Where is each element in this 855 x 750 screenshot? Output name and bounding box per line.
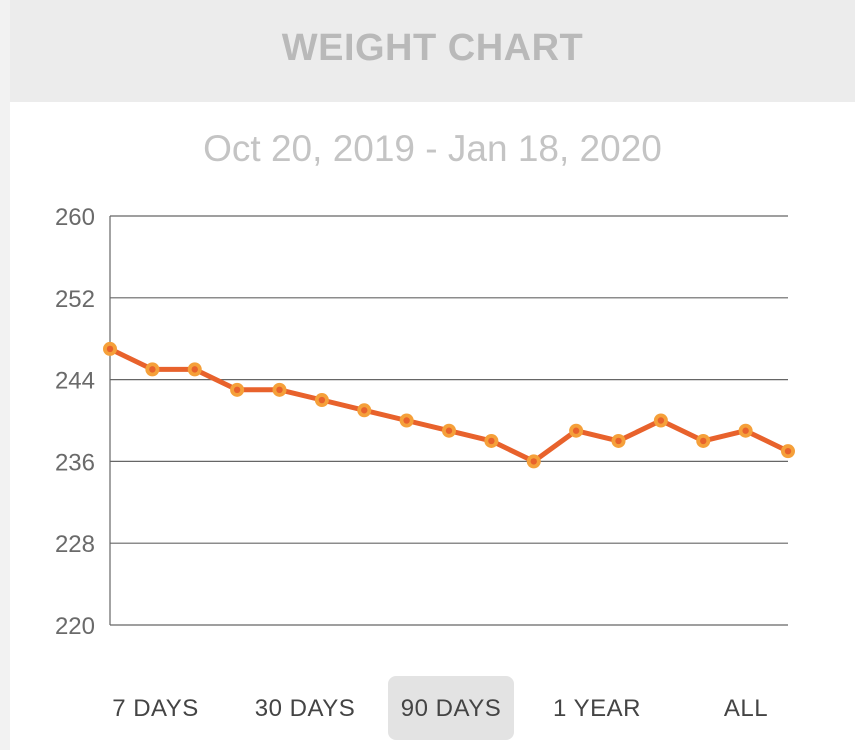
range-all-button[interactable]: ALL: [723, 695, 769, 722]
y-tick-label: 236: [55, 449, 95, 476]
data-point: [781, 444, 795, 459]
data-point: [526, 454, 541, 469]
chart-title: WEIGHT CHART: [281, 27, 584, 69]
data-point-center: [106, 345, 114, 353]
y-tick-label: 252: [55, 286, 95, 313]
data-point: [314, 393, 329, 408]
data-point: [569, 423, 584, 438]
data-point: [399, 413, 414, 428]
data-point: [103, 341, 117, 356]
y-tick-label: 228: [55, 531, 95, 558]
weight-line-chart: 220 228 236 244 252 260: [55, 204, 795, 640]
data-point-center: [657, 417, 665, 424]
data-point-center: [276, 386, 283, 394]
data-point: [611, 433, 626, 448]
weight-chart-card: WEIGHT CHART Oct 20, 2019 - Jan 18, 2020…: [10, 0, 855, 750]
range-7-days-button[interactable]: 7 DAYS: [112, 695, 199, 722]
data-point: [442, 423, 456, 438]
range-1-year-button[interactable]: 1 YEAR: [553, 695, 641, 722]
date-range-label: Oct 20, 2019 - Jan 18, 2020: [203, 128, 662, 169]
data-point-center: [615, 437, 622, 445]
chart-gridlines: [109, 215, 788, 626]
data-point-center: [403, 417, 410, 424]
data-point: [696, 433, 711, 448]
y-tick-label: 244: [55, 368, 95, 395]
data-point: [357, 403, 372, 418]
data-point-center: [742, 427, 749, 434]
data-point-center: [445, 427, 453, 434]
data-point: [187, 362, 202, 377]
data-point-center: [191, 366, 198, 373]
weight-series-line: [108, 346, 790, 464]
y-axis-ticks: 220 228 236 244 252 260: [55, 204, 95, 640]
data-point-center: [361, 407, 368, 414]
data-point-center: [488, 437, 495, 445]
data-point: [230, 382, 245, 397]
data-point-center: [233, 386, 241, 394]
data-point-center: [784, 447, 792, 455]
chart-header: WEIGHT CHART: [10, 0, 855, 102]
y-tick-label: 260: [55, 204, 95, 231]
data-point-center: [572, 427, 580, 434]
data-point-center: [318, 396, 326, 404]
y-tick-label: 220: [55, 613, 95, 640]
data-point: [738, 423, 753, 438]
data-point-center: [700, 437, 707, 445]
data-point: [272, 382, 287, 397]
data-point: [484, 433, 499, 448]
data-point-center: [149, 366, 156, 373]
time-range-selector: 7 DAYS 30 DAYS 90 DAYS 1 YEAR ALL: [10, 676, 855, 740]
data-point: [653, 413, 668, 428]
range-90-days-button[interactable]: 90 DAYS: [388, 676, 514, 740]
data-point-center: [530, 458, 537, 465]
data-point: [145, 362, 160, 377]
range-30-days-button[interactable]: 30 DAYS: [254, 695, 356, 722]
chart-series: [103, 341, 795, 469]
